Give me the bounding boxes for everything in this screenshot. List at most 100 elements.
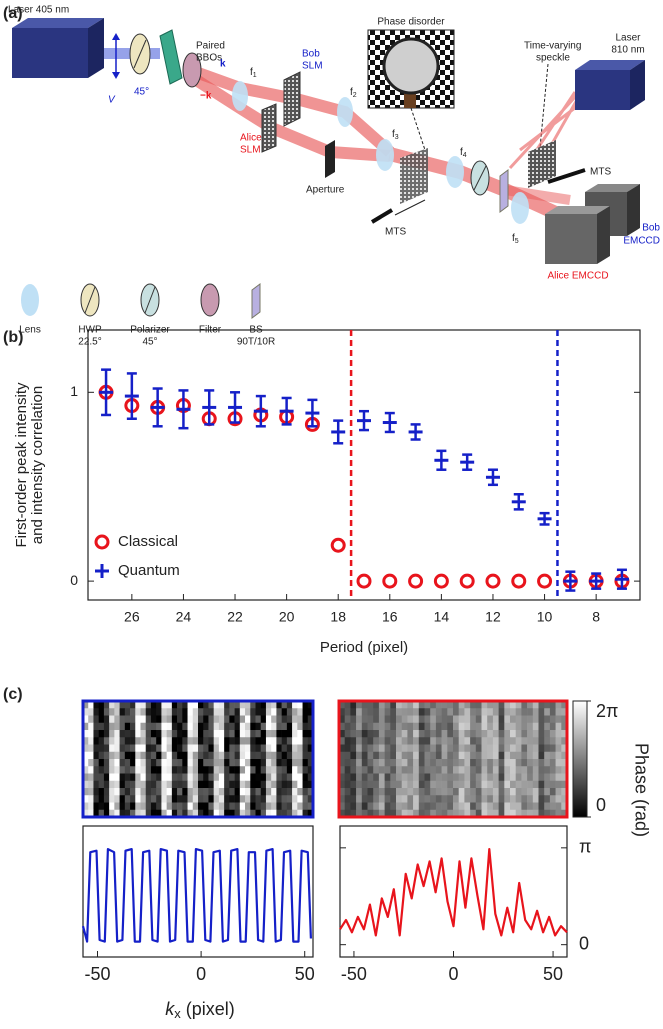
phase-pixel (458, 751, 465, 760)
colorbar (572, 700, 588, 818)
phase-pixel (390, 759, 397, 767)
phase-pixel (413, 780, 420, 789)
phase-pixel (109, 737, 115, 745)
phase-pixel (515, 809, 522, 818)
phase-pixel (492, 780, 499, 789)
phase-pixel (435, 795, 442, 803)
phase-pixel (245, 809, 251, 818)
phase-pixel (98, 788, 105, 796)
phase-pixel (475, 766, 482, 774)
phase-pixel (544, 737, 551, 745)
phase-pixel (527, 766, 534, 774)
phase-pixel (373, 766, 380, 774)
phase-pixel (538, 751, 545, 760)
phase-pixel (413, 701, 420, 709)
lens (337, 97, 353, 127)
phase-pixel (140, 744, 147, 753)
phase-pixel (198, 795, 204, 803)
x-tick-label: 24 (176, 609, 192, 625)
phase-pixel (447, 715, 454, 724)
phase-pixel (515, 737, 522, 745)
phase-pixel (532, 780, 539, 789)
phase-pixel (203, 708, 209, 716)
phase-pixel (504, 701, 511, 709)
phase-pixel (145, 759, 152, 767)
phase-pixel (527, 809, 534, 818)
phase-pixel (208, 788, 214, 796)
phase-pixel (544, 708, 551, 716)
phase-pixel (367, 780, 374, 789)
phase-pixel (373, 715, 380, 724)
phase-pixel (458, 737, 465, 745)
phase-pixel (481, 737, 488, 745)
phase-pixel (458, 708, 465, 716)
phase-pixel (213, 701, 220, 709)
phase-pixel (555, 802, 562, 811)
phase-pixel (198, 730, 204, 738)
phase-pixel (140, 773, 147, 782)
phase-pixel (538, 715, 545, 724)
phase-pixel (292, 766, 298, 774)
phase-pixel (130, 802, 136, 811)
lens (376, 139, 394, 171)
phase-pixel (166, 715, 173, 724)
phase-pixel (88, 795, 94, 803)
phase-pixel (260, 737, 267, 745)
phase-pixel (161, 722, 167, 731)
phase-pixel (378, 773, 385, 782)
phase-pixel (418, 737, 425, 745)
classical-point (485, 573, 501, 589)
phase-pixel (234, 722, 241, 731)
phase-pixel (150, 766, 157, 774)
phase-pixel (166, 795, 173, 803)
phase-pixel (481, 722, 488, 731)
phase-pixel (527, 708, 534, 716)
phase-pixel (464, 701, 471, 709)
phase-pixel (255, 708, 262, 716)
classical-point (537, 573, 553, 589)
phase-pixel (549, 744, 556, 753)
phase-pixel (475, 701, 482, 709)
phase-pixel (367, 809, 374, 818)
phase-pixel (549, 701, 556, 709)
phase-pixel (260, 780, 267, 789)
phase-pixel (187, 722, 194, 731)
phase-pixel (119, 809, 126, 818)
phase-pixel (407, 795, 414, 803)
phase-pixel (441, 751, 448, 760)
label: EMCCD (623, 236, 660, 247)
phase-pixel (177, 788, 183, 796)
phase-pixel (515, 751, 522, 760)
phase-pixel (255, 751, 262, 760)
phase-pixel (83, 744, 89, 753)
phase-pixel (98, 715, 105, 724)
camera (597, 206, 610, 264)
phase-pixel (447, 795, 454, 803)
phase-pixel (198, 773, 204, 782)
phase-pixel (203, 744, 209, 753)
camera (627, 184, 640, 236)
phase-pixel (418, 809, 425, 818)
phase-pixel (527, 802, 534, 811)
phase-pixel (171, 809, 178, 818)
phase-pixel (481, 751, 488, 760)
phase-pixel (130, 730, 136, 738)
phase-pixel (182, 795, 188, 803)
phase-pixel (302, 766, 309, 774)
phase-pixel (297, 715, 303, 724)
phase-pixel (544, 715, 551, 724)
phase-pixel (396, 788, 402, 796)
phase-pixel (373, 730, 380, 738)
phase-pixel (239, 773, 246, 782)
phase-pixel (453, 802, 459, 811)
label: f (392, 129, 395, 140)
phase-pixel (182, 766, 188, 774)
phase-pixel (401, 809, 408, 818)
phase-pixel (498, 788, 505, 796)
label: −k (200, 91, 212, 102)
phase-pixel (161, 809, 167, 818)
phase-pixel (250, 715, 256, 724)
phase-pixel (561, 773, 568, 782)
phase-pixel (487, 795, 494, 803)
